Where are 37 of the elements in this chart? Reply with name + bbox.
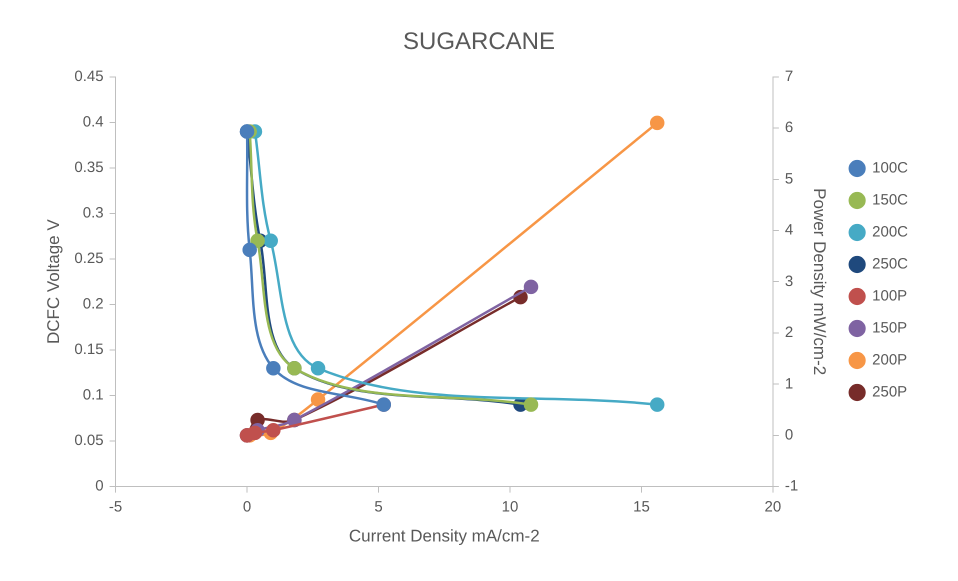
legend-label: 200P	[872, 352, 908, 369]
y-tick-label: 0.35	[74, 159, 104, 176]
y-tick-label: 0.2	[82, 296, 104, 313]
legend-label: 100P	[872, 288, 908, 305]
x-tick-label: 15	[633, 498, 650, 516]
y2-tick-label: -1	[784, 478, 798, 495]
legend-label: 150P	[872, 320, 908, 337]
y-tick-label: 0.4	[82, 113, 104, 130]
y2-tick-label: 4	[784, 222, 794, 239]
x-tick-label: -5	[108, 498, 122, 516]
legend-label: 200C	[872, 224, 908, 241]
y2-tick-label: 5	[784, 170, 794, 188]
legend-label: 250P	[872, 384, 908, 401]
y-tick-label: 0.15	[74, 341, 104, 358]
y-tick-label: 0	[95, 478, 104, 495]
y-tick-label: 0.3	[82, 204, 104, 222]
y-axis-title: DCFC Voltage V	[44, 218, 63, 344]
y-tick-label: 0.1	[82, 386, 104, 404]
legend-label: 250C	[872, 256, 908, 273]
y-tick-label: 0.45	[74, 68, 104, 85]
y2-tick-label: 0	[784, 426, 794, 444]
y2-tick-label: 7	[784, 68, 794, 85]
y-tick-label: 0.05	[74, 432, 104, 450]
x-axis-title: Current Density mA/cm-2	[348, 526, 540, 546]
x-tick-label: 5	[374, 498, 383, 516]
x-tick-label: 10	[502, 498, 518, 516]
y2-tick-label: 6	[784, 119, 794, 136]
y2-tick-label: 1	[784, 375, 794, 392]
x-tick-label: 0	[242, 498, 252, 516]
y-tick-label: 0.25	[74, 250, 104, 268]
y2-tick-label: 2	[784, 324, 794, 342]
legend-label: 100C	[872, 160, 908, 177]
y2-axis-title: Power Density mW/cm-2	[810, 188, 829, 376]
legend-label: 150C	[872, 192, 908, 209]
chart-title: SUGARCANE	[402, 28, 556, 56]
y2-tick-label: 3	[784, 272, 794, 290]
x-tick-label: 20	[764, 498, 782, 516]
